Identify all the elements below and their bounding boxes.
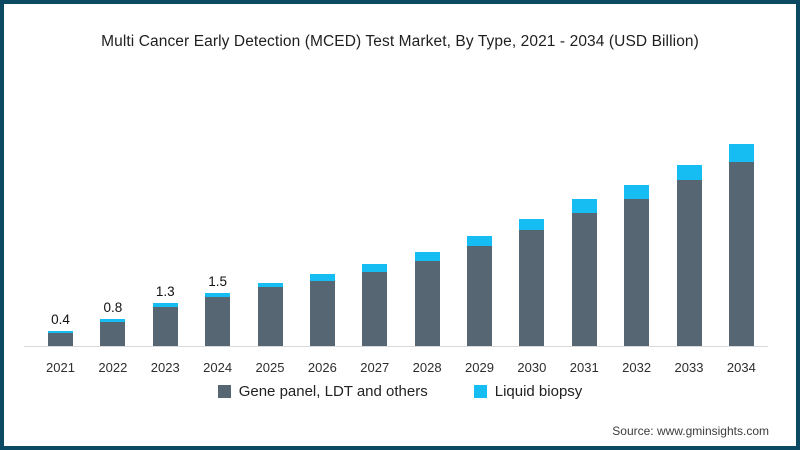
- bar-segment-gene-panel: [624, 198, 650, 346]
- bar-segment-gene-panel: [414, 261, 440, 346]
- bar-2029: 2029: [465, 236, 494, 375]
- bar-segment-liquid-biopsy: [257, 282, 283, 287]
- bar-2023: 1.3 2023: [151, 284, 180, 375]
- legend: Gene panel, LDT and others Liquid biopsy: [0, 383, 800, 400]
- x-axis-label-2034: 2034: [726, 360, 756, 375]
- x-axis-label-2025: 2025: [255, 360, 285, 375]
- source-attribution: Source: www.gminsights.com: [612, 424, 769, 438]
- bar-value-label: 0.4: [51, 311, 70, 327]
- bar-segment-liquid-biopsy: [414, 251, 440, 261]
- bar-segment-gene-panel: [571, 212, 597, 346]
- bar-2031: 2031: [570, 199, 599, 375]
- bar-segment-liquid-biopsy: [309, 274, 335, 281]
- x-axis-label-2027: 2027: [360, 360, 390, 375]
- x-axis-label-2032: 2032: [622, 360, 652, 375]
- plot-area: 0.4 2021 0.8 2022 1.3 2023 1.5 2024 2025 2026 2027…: [24, 107, 768, 375]
- bar-segment-gene-panel: [309, 280, 335, 346]
- legend-label-liquid-biopsy: Liquid biopsy: [494, 383, 583, 400]
- bar-segment-gene-panel: [467, 246, 492, 346]
- bar-2026: 2026: [308, 274, 337, 375]
- bar-segment-liquid-biopsy: [571, 199, 597, 213]
- legend-item-liquid-biopsy: Liquid biopsy: [473, 383, 583, 400]
- bar-segment-liquid-biopsy: [676, 165, 702, 181]
- chart-title: Multi Cancer Early Detection (MCED) Test…: [101, 33, 699, 50]
- liquid-biopsy-legend-swatch-icon: [473, 385, 487, 398]
- bar-2030: 2030: [517, 219, 546, 375]
- bar-segment-liquid-biopsy: [728, 143, 754, 162]
- bar-segment-gene-panel: [205, 296, 231, 346]
- legend-item-gene-panel: Gene panel, LDT and others: [217, 383, 428, 400]
- bar-segment-liquid-biopsy: [152, 303, 178, 307]
- x-axis-label-2024: 2024: [203, 360, 233, 375]
- x-axis-label-2022: 2022: [98, 360, 128, 375]
- bar-segment-liquid-biopsy: [519, 219, 545, 231]
- x-axis-label-2029: 2029: [465, 360, 494, 375]
- legend-label-gene-panel: Gene panel, LDT and others: [238, 383, 428, 400]
- bar-2025: 2025: [256, 282, 284, 375]
- bar-2032: 2032: [622, 184, 651, 375]
- bar-segment-gene-panel: [728, 161, 754, 346]
- gene-panel-legend-swatch-icon: [217, 385, 231, 398]
- bar-2022: 0.8 2022: [98, 300, 127, 375]
- x-axis-label-2030: 2030: [517, 360, 547, 375]
- bar-segment-liquid-biopsy: [362, 263, 388, 272]
- bar-2034: 2034: [727, 143, 756, 375]
- bar-segment-liquid-biopsy: [624, 184, 650, 199]
- bar-value-label: 0.8: [103, 299, 123, 315]
- bar-2033: 2033: [675, 165, 703, 375]
- bar-value-label: 1.5: [208, 273, 228, 289]
- bar-value-label: 1.3: [155, 284, 175, 300]
- bar-segment-gene-panel: [48, 333, 73, 346]
- bar-segment-gene-panel: [257, 287, 283, 346]
- bar-segment-gene-panel: [362, 271, 388, 346]
- bar-segment-gene-panel: [100, 321, 126, 346]
- bar-segment-liquid-biopsy: [48, 330, 73, 333]
- bar-segment-gene-panel: [519, 230, 545, 346]
- bar-segment-gene-panel: [152, 306, 178, 346]
- x-axis-label-2026: 2026: [307, 360, 337, 375]
- x-axis-label-2028: 2028: [412, 360, 442, 375]
- bar-segment-liquid-biopsy: [100, 318, 126, 322]
- bar-2027: 2027: [360, 263, 389, 375]
- bar-segment-liquid-biopsy: [205, 292, 231, 297]
- x-axis-label-2021: 2021: [46, 360, 75, 375]
- bar-segment-liquid-biopsy: [467, 236, 492, 247]
- bar-2028: 2028: [413, 251, 442, 375]
- bar-2021: 0.4 2021: [46, 312, 75, 375]
- x-axis-label-2031: 2031: [569, 360, 599, 375]
- x-axis-label-2023: 2023: [150, 360, 180, 375]
- bar-2024: 1.5 2024: [203, 274, 232, 375]
- bar-segment-gene-panel: [676, 180, 702, 346]
- x-axis-label-2033: 2033: [674, 360, 704, 375]
